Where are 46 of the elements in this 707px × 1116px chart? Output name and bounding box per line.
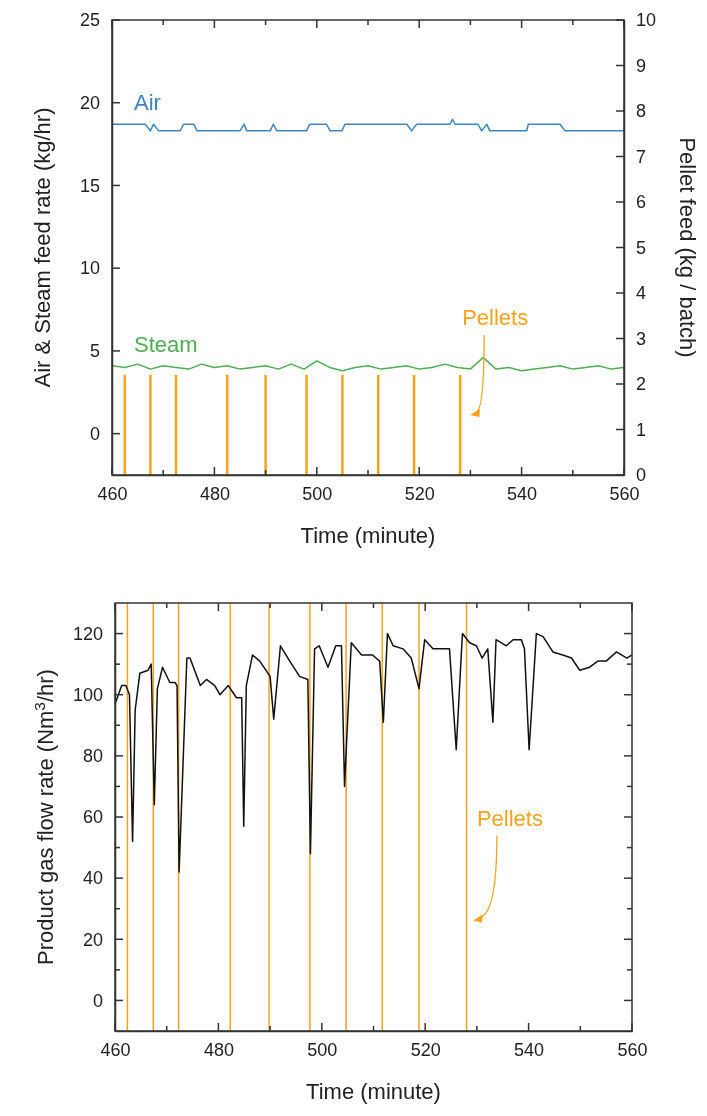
y-tick-label: 60 xyxy=(82,807,103,828)
y-tick-label: 40 xyxy=(82,868,103,889)
x-tick-label: 520 xyxy=(410,1039,441,1060)
y-tick-label: 25 xyxy=(79,10,100,31)
x-tick-label: 520 xyxy=(404,483,435,504)
line-series xyxy=(111,356,625,372)
x-tick-label: 500 xyxy=(302,483,333,504)
series-label: Air xyxy=(134,90,161,116)
y2-tick-label: 7 xyxy=(636,146,647,167)
text: Pellets xyxy=(462,304,529,330)
y2-tick-label: 8 xyxy=(636,101,647,122)
x-axis-title: Time (minute) xyxy=(300,523,436,548)
y-tick-label: 100 xyxy=(72,684,103,705)
y-axis-title: Air & Steam feed rate (kg/hr) xyxy=(30,107,55,388)
x-axis-title: Time (minute) xyxy=(306,1079,441,1104)
y2-tick-label: 3 xyxy=(636,328,647,349)
line-series xyxy=(114,632,633,873)
y-tick-label: 5 xyxy=(89,341,100,362)
x-tick-label: 540 xyxy=(507,483,538,504)
x-tick-label: 460 xyxy=(97,483,128,504)
y2-axis-title: Pellet feed (kg / batch) xyxy=(675,137,700,358)
y-tick-label: 120 xyxy=(72,623,103,644)
y2-tick-label: 5 xyxy=(636,237,647,258)
annotation: Pellets xyxy=(476,805,543,831)
y2-tick-label: 2 xyxy=(636,374,647,395)
y-tick-label: 0 xyxy=(89,423,100,444)
y-tick-label: 10 xyxy=(79,258,100,279)
y2-tick-label: 6 xyxy=(636,192,647,213)
y-tick-label: 20 xyxy=(82,929,103,950)
y2-tick-label: 9 xyxy=(636,55,647,76)
x-tick-label: 460 xyxy=(100,1039,131,1060)
y-tick-label: 20 xyxy=(79,92,100,113)
x-tick-label: 560 xyxy=(617,1039,648,1060)
x-tick-label: 480 xyxy=(203,1039,234,1060)
y-tick-label: 80 xyxy=(82,746,103,767)
series-label: Steam xyxy=(134,331,198,357)
y2-tick-label: 4 xyxy=(636,283,647,304)
x-tick-label: 480 xyxy=(199,483,230,504)
y2-tick-label: 1 xyxy=(636,419,647,440)
x-tick-label: 560 xyxy=(609,483,640,504)
y2-tick-label: 0 xyxy=(636,465,647,486)
x-tick-label: 540 xyxy=(514,1039,545,1060)
y2-tick-label: 10 xyxy=(636,10,657,31)
y-tick-label: 15 xyxy=(79,175,100,196)
y-tick-label: 0 xyxy=(92,990,103,1011)
x-tick-label: 500 xyxy=(307,1039,338,1060)
